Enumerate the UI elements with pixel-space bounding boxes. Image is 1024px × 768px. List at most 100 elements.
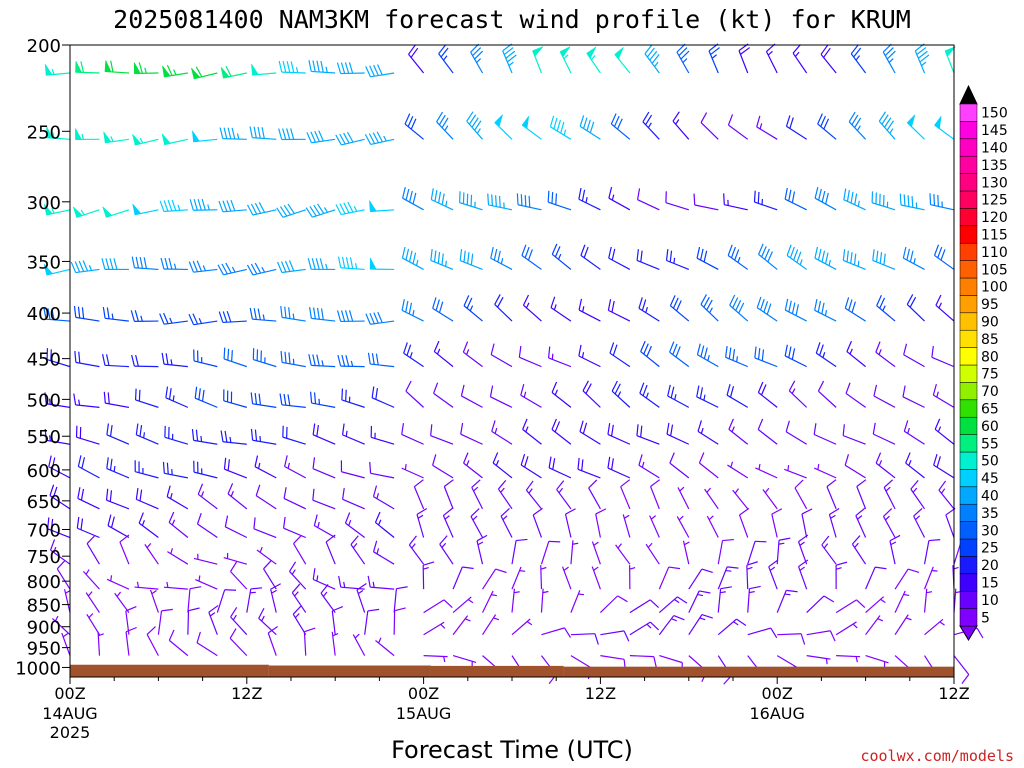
wind-barb xyxy=(676,515,690,538)
wind-barb xyxy=(188,260,218,273)
colorbar-label: 50 xyxy=(981,454,999,470)
wind-barb xyxy=(549,115,572,140)
wind-barb xyxy=(430,424,454,445)
y-tick-label: 300 xyxy=(27,193,61,214)
wind-barb xyxy=(913,508,926,538)
y-tick-label: 750 xyxy=(27,547,61,568)
wind-barb xyxy=(159,199,188,213)
wind-barb xyxy=(132,134,159,146)
wind-barb xyxy=(105,488,130,510)
colorbar-swatch xyxy=(959,190,978,209)
wind-barb xyxy=(754,346,778,368)
wind-barb xyxy=(312,457,336,479)
x-tick-label: 00Z xyxy=(408,684,439,703)
wind-barb xyxy=(906,114,925,140)
wind-barb xyxy=(168,629,189,657)
wind-barb xyxy=(669,341,690,368)
y-tick-label: 450 xyxy=(27,350,61,371)
wind-barb xyxy=(312,423,336,445)
wind-barb xyxy=(658,596,688,614)
wind-barb xyxy=(806,595,835,614)
colorbar-swatch xyxy=(959,364,978,383)
wind-barb xyxy=(337,256,365,271)
wind-barb xyxy=(303,627,316,656)
colorbar-label: 110 xyxy=(981,245,1008,261)
wind-barb xyxy=(843,188,866,211)
wind-barb xyxy=(278,60,306,74)
wind-barb xyxy=(114,591,130,613)
wind-barb xyxy=(341,388,365,408)
colorbar-label: 45 xyxy=(981,471,999,487)
wind-barb xyxy=(894,614,912,636)
wind-barb xyxy=(276,260,306,274)
wind-barb xyxy=(482,568,507,590)
x-tick-date-label: 16AUG xyxy=(749,704,804,723)
wind-barb xyxy=(638,454,660,479)
wind-barb xyxy=(283,487,306,510)
wind-barb xyxy=(938,480,955,510)
wind-barb xyxy=(894,568,920,590)
wind-barb xyxy=(777,633,806,645)
wind-barb xyxy=(540,565,547,590)
wind-barb xyxy=(452,566,474,590)
wind-barb xyxy=(138,512,159,538)
wind-barb xyxy=(306,130,336,144)
wind-barb xyxy=(430,188,454,211)
colorbar-swatch xyxy=(959,434,978,453)
wind-barb xyxy=(374,511,395,538)
credit-label: coolwx.com/models xyxy=(860,747,1014,765)
wind-barb xyxy=(658,566,681,590)
wind-barb xyxy=(591,541,601,565)
wind-barb xyxy=(845,382,866,408)
wind-barb xyxy=(134,581,159,590)
wind-barb xyxy=(821,535,837,565)
wind-barb xyxy=(75,128,100,141)
wind-barb xyxy=(310,391,336,408)
wind-barb xyxy=(776,537,791,565)
wind-barb xyxy=(541,627,571,638)
x-tick-label: 12Z xyxy=(231,684,262,703)
wind-barb xyxy=(293,534,307,565)
colorbar-swatch xyxy=(959,155,978,174)
wind-barb xyxy=(894,590,910,613)
y-tick-label: 200 xyxy=(27,36,61,57)
wind-barb xyxy=(548,456,572,479)
colorbar-label: 5 xyxy=(981,610,990,626)
y-tick-label: 850 xyxy=(27,596,61,617)
wind-barb xyxy=(402,186,424,211)
wind-barb xyxy=(46,348,71,368)
wind-barb xyxy=(439,535,454,565)
wind-barb xyxy=(194,386,218,408)
wind-barb xyxy=(282,425,306,445)
wind-barb xyxy=(522,294,542,322)
wind-barb xyxy=(189,198,218,211)
wind-barb xyxy=(747,540,767,565)
wind-barb xyxy=(342,487,365,510)
wind-barb xyxy=(882,508,896,538)
wind-barb xyxy=(717,538,734,565)
wind-barb xyxy=(607,299,631,322)
wind-barb xyxy=(547,190,572,211)
wind-barb xyxy=(559,46,572,74)
wind-barb xyxy=(644,44,660,74)
wind-barb xyxy=(923,539,941,565)
colorbar-label: 40 xyxy=(981,489,999,505)
wind-barb xyxy=(193,553,218,565)
wind-barb xyxy=(230,607,248,636)
ground-segment xyxy=(268,665,431,677)
colorbar-swatch xyxy=(959,242,978,261)
wind-barb xyxy=(320,583,336,613)
wind-barb xyxy=(491,420,513,445)
wind-barb xyxy=(497,479,513,510)
wind-barb xyxy=(164,425,189,445)
wind-barb xyxy=(511,538,528,565)
wind-barb xyxy=(460,384,483,408)
wind-barb xyxy=(551,243,572,270)
wind-barb xyxy=(49,484,71,510)
wind-barb xyxy=(106,575,130,590)
wind-barb xyxy=(157,608,173,635)
wind-barb xyxy=(161,133,188,146)
